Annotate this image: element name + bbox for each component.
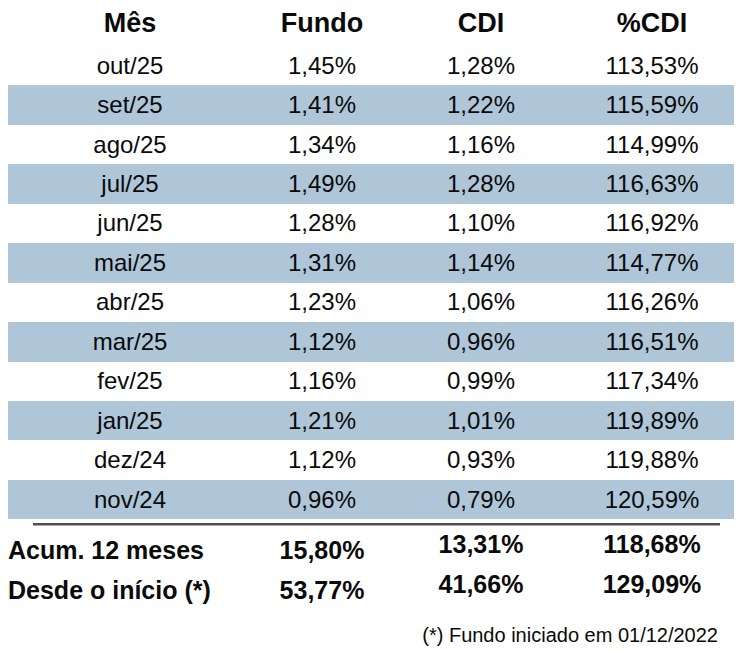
cell-pcdi: 116,51% [570, 328, 734, 356]
cell-pcdi: 120,59% [570, 486, 734, 514]
cell-cdi: 1,01% [392, 407, 570, 435]
footnote: (*) Fundo iniciado em 01/12/2022 [8, 624, 734, 647]
cell-month: abr/25 [8, 288, 252, 316]
cell-fundo: 1,28% [252, 209, 392, 237]
cell-pcdi: 119,89% [570, 407, 734, 435]
cell-cdi: 1,28% [392, 170, 570, 198]
fund-performance-table: Mês Fundo CDI %CDI out/251,45%1,28%113,5… [0, 0, 741, 650]
summary-cdi: 41,66% [392, 570, 570, 599]
cell-pcdi: 114,77% [570, 249, 734, 277]
cell-cdi: 1,22% [392, 91, 570, 119]
cell-pcdi: 119,88% [570, 446, 734, 474]
cell-month: jun/25 [8, 209, 252, 237]
summary-pcdi: 118,68% [570, 530, 734, 559]
cell-fundo: 1,23% [252, 288, 392, 316]
table-row: nov/240,96%0,79%120,59% [8, 480, 734, 519]
cell-fundo: 1,16% [252, 367, 392, 395]
cell-cdi: 1,16% [392, 131, 570, 159]
cell-cdi: 1,06% [392, 288, 570, 316]
cell-month: mar/25 [8, 328, 252, 356]
cell-fundo: 1,49% [252, 170, 392, 198]
column-header-mes: Mês [8, 8, 252, 39]
cell-cdi: 1,10% [392, 209, 570, 237]
cell-month: fev/25 [8, 367, 252, 395]
summary-row-desde-o-inicio: Desde o início (*) 53,77% 41,66% 129,09% [8, 570, 734, 610]
cell-fundo: 0,96% [252, 486, 392, 514]
table-row: jun/251,28%1,10%116,92% [8, 204, 734, 243]
summary-cdi: 13,31% [392, 530, 570, 559]
cell-fundo: 1,45% [252, 52, 392, 80]
table-row: set/251,41%1,22%115,59% [8, 85, 734, 124]
table-row: jan/251,21%1,01%119,89% [8, 401, 734, 440]
cell-cdi: 0,93% [392, 446, 570, 474]
cell-pcdi: 115,59% [570, 91, 734, 119]
summary-label: Acum. 12 meses [8, 536, 252, 565]
table-row: out/251,45%1,28%113,53% [8, 46, 734, 85]
summary-row-acum-12-meses: Acum. 12 meses 15,80% 13,31% 118,68% [8, 530, 734, 570]
cell-cdi: 0,79% [392, 486, 570, 514]
column-header-fundo: Fundo [252, 8, 392, 39]
cell-pcdi: 116,92% [570, 209, 734, 237]
cell-pcdi: 116,26% [570, 288, 734, 316]
summary-label: Desde o início (*) [8, 576, 252, 605]
table-row: abr/251,23%1,06%116,26% [8, 283, 734, 322]
cell-month: nov/24 [8, 486, 252, 514]
table-row: mai/251,31%1,14%114,77% [8, 243, 734, 282]
cell-pcdi: 116,63% [570, 170, 734, 198]
cell-month: jul/25 [8, 170, 252, 198]
cell-month: jan/25 [8, 407, 252, 435]
table-header-row: Mês Fundo CDI %CDI [8, 0, 734, 46]
cell-month: mai/25 [8, 249, 252, 277]
summary-divider [33, 523, 720, 526]
table-row: fev/251,16%0,99%117,34% [8, 362, 734, 401]
table-row: dez/241,12%0,93%119,88% [8, 440, 734, 479]
table-row: ago/251,34%1,16%114,99% [8, 125, 734, 164]
table-row: mar/251,12%0,96%116,51% [8, 322, 734, 361]
table-row: jul/251,49%1,28%116,63% [8, 164, 734, 203]
cell-cdi: 1,14% [392, 249, 570, 277]
cell-cdi: 0,96% [392, 328, 570, 356]
summary-pcdi: 129,09% [570, 570, 734, 599]
summary-fundo: 53,77% [252, 576, 392, 605]
column-header-pcdi: %CDI [570, 8, 734, 39]
cell-pcdi: 113,53% [570, 52, 734, 80]
table-body: out/251,45%1,28%113,53%set/251,41%1,22%1… [8, 46, 734, 519]
table-grid: Mês Fundo CDI %CDI out/251,45%1,28%113,5… [8, 0, 734, 647]
cell-pcdi: 114,99% [570, 131, 734, 159]
cell-fundo: 1,12% [252, 446, 392, 474]
summary-fundo: 15,80% [252, 536, 392, 565]
cell-month: set/25 [8, 91, 252, 119]
cell-fundo: 1,21% [252, 407, 392, 435]
cell-fundo: 1,41% [252, 91, 392, 119]
cell-fundo: 1,34% [252, 131, 392, 159]
cell-month: dez/24 [8, 446, 252, 474]
cell-pcdi: 117,34% [570, 367, 734, 395]
cell-fundo: 1,12% [252, 328, 392, 356]
cell-month: out/25 [8, 52, 252, 80]
cell-cdi: 0,99% [392, 367, 570, 395]
column-header-cdi: CDI [392, 8, 570, 39]
cell-cdi: 1,28% [392, 52, 570, 80]
cell-month: ago/25 [8, 131, 252, 159]
cell-fundo: 1,31% [252, 249, 392, 277]
summary-section: Acum. 12 meses 15,80% 13,31% 118,68% Des… [8, 530, 734, 610]
